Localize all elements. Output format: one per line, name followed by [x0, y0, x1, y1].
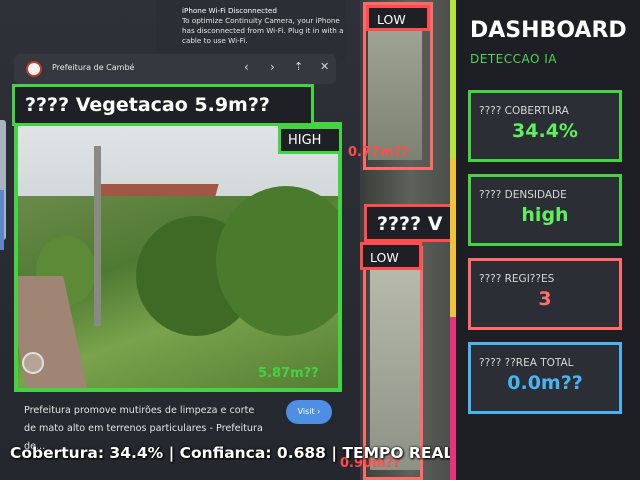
forward-icon[interactable]: ›	[270, 60, 275, 74]
detection-area: 5.87m??	[258, 366, 319, 381]
close-icon[interactable]: ✕	[320, 60, 330, 73]
browser-header: Prefeitura de Cambé ‹ › ⇡ ✕	[14, 54, 336, 84]
metric-label: ???? ??REA TOTAL	[479, 357, 574, 369]
metric-label: ???? COBERTURA	[479, 105, 569, 117]
dashboard-panel: DASHBOARD DETECCAO IA ???? COBERTURA 34.…	[456, 0, 640, 480]
detection-box-right-top	[363, 2, 433, 170]
dashboard-title: DASHBOARD	[470, 18, 627, 43]
back-icon[interactable]: ‹	[244, 60, 249, 74]
wifi-notification: iPhone Wi-Fi Disconnected To optimize Co…	[156, 0, 346, 64]
visit-button[interactable]: Visit ›	[286, 400, 332, 424]
metric-card-regions: ???? REGI??ES 3	[468, 258, 622, 330]
metric-value: 3	[538, 288, 552, 310]
detection-level-badge: LOW	[360, 242, 422, 270]
side-panel-edge	[0, 190, 4, 250]
mirrored-phone-screen: iPhone Wi-Fi Disconnected To optimize Co…	[0, 0, 360, 480]
detection-label: ???? V	[364, 204, 460, 242]
notification-title: iPhone Wi-Fi Disconnected	[182, 6, 277, 15]
metric-card-total-area: ???? ??REA TOTAL 0.0m??	[468, 342, 622, 414]
detection-area: 0.77m??	[348, 145, 409, 160]
site-name: Prefeitura de Cambé	[52, 63, 135, 72]
article-caption[interactable]: Prefeitura promove mutirões de limpeza e…	[24, 405, 263, 452]
status-line: Cobertura: 34.4% | Confianca: 0.688 | TE…	[10, 444, 454, 462]
detection-level-badge: HIGH	[278, 126, 342, 154]
share-icon[interactable]: ⇡	[294, 60, 304, 73]
metric-value: high	[521, 204, 569, 226]
detection-box-main	[14, 122, 342, 392]
detection-label: ???? Vegetacao 5.9m??	[12, 84, 314, 126]
metric-value: 0.0m??	[507, 372, 583, 394]
notification-line: To optimize Continuity Camera, your iPho…	[182, 16, 340, 25]
camera-feed: iPhone Wi-Fi Disconnected To optimize Co…	[0, 0, 458, 480]
metric-value: 34.4%	[512, 120, 578, 142]
lens-icon[interactable]	[22, 352, 44, 374]
notification-line: has disconnected from Wi-Fi. Plug it in …	[182, 26, 344, 35]
metric-card-density: ???? DENSIDADE high	[468, 174, 622, 246]
dashboard-subtitle: DETECCAO IA	[470, 52, 557, 66]
article-photo	[16, 126, 338, 390]
metric-card-coverage: ???? COBERTURA 34.4%	[468, 90, 622, 162]
metric-label: ???? REGI??ES	[479, 273, 555, 285]
metric-label: ???? DENSIDADE	[479, 189, 567, 201]
site-logo-icon	[26, 61, 42, 77]
side-panel-edge	[0, 120, 6, 240]
detection-area: 0.90m??	[340, 456, 401, 471]
detection-level-badge: LOW	[366, 5, 430, 31]
panel-divider	[450, 0, 456, 480]
notification-line: cable to use Wi-Fi.	[182, 36, 248, 45]
